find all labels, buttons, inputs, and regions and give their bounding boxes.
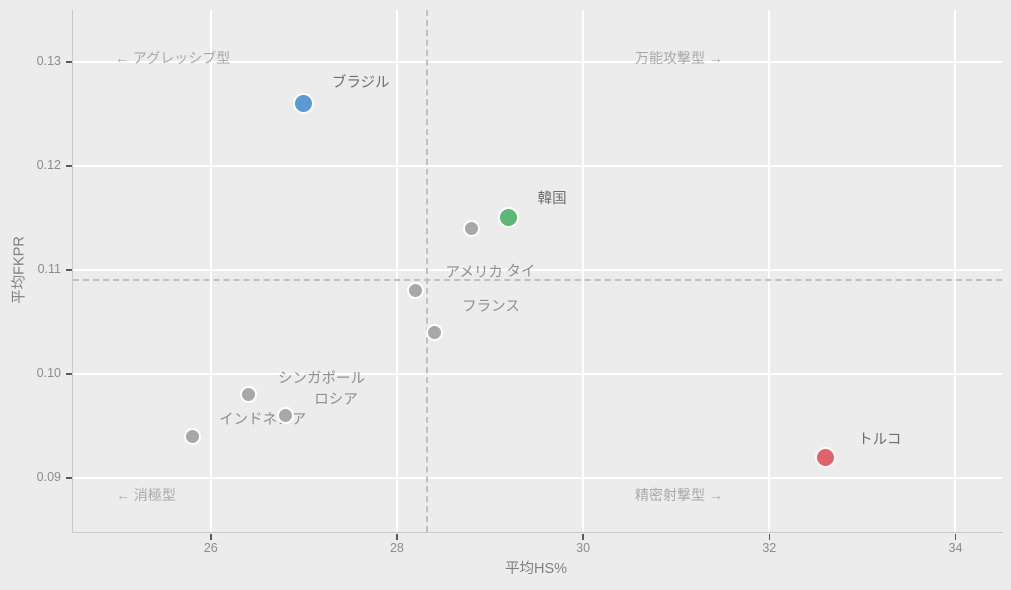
x-gridline [954,10,957,532]
y-tick-label: 0.10 [36,365,61,380]
point-label: トルコ [858,432,902,449]
y-tick-label: 0.13 [36,53,61,68]
y-tick-label: 0.12 [36,157,61,172]
point-label: 韓国 [537,190,567,207]
y-axis-label: 平均FKPR [11,236,28,304]
x-tick-mark [210,533,212,540]
x-tick-label: 32 [762,541,777,555]
quadrant-label: 万能攻撃型 → [635,50,723,66]
point-label: タイ [506,264,536,281]
y-gridline [73,372,1002,375]
point-label: シンガポール [278,370,365,387]
x-axis-spine [71,531,1003,533]
x-gridline [582,10,585,532]
quadrant-label: ← アグレッシブ型 [115,50,231,66]
data-point [239,386,257,404]
mean-x-reference-line [425,10,428,532]
point-label: フランス [462,299,520,316]
data-point [293,93,315,115]
x-gridline [395,10,398,532]
y-tick-mark [65,373,72,375]
x-tick-mark [396,533,398,540]
quadrant-label: 精密射撃型 → [635,487,723,503]
x-tick-label: 30 [576,541,591,555]
x-tick-mark [954,533,957,540]
quadrant-label: ← 消極型 [116,487,176,503]
y-gridline [73,476,1002,479]
data-point [498,207,520,229]
y-gridline [73,164,1002,167]
x-tick-mark [582,533,584,540]
data-point [276,407,294,425]
y-tick-mark [65,61,72,63]
x-gridline [768,10,771,532]
x-tick-label: 34 [948,541,963,555]
y-tick-mark [65,477,72,479]
data-point [407,282,425,300]
data-point [183,427,201,445]
mean-y-reference-line [73,279,1002,282]
y-gridline [73,268,1002,271]
x-gridline [209,10,212,532]
point-label: ブラジル [331,74,390,91]
data-point [425,323,443,341]
point-label: ロシア [314,391,358,408]
y-gridline [73,60,1002,63]
y-tick-label: 0.09 [36,469,61,484]
x-axis-label: 平均HS% [505,561,568,577]
y-axis-spine [71,10,73,532]
x-tick-label: 28 [389,541,404,555]
y-tick-mark [65,269,72,271]
x-tick-label: 26 [203,541,218,555]
data-point [814,446,836,468]
y-tick-mark [65,165,72,167]
point-label: アメリカ [445,264,503,281]
data-point [462,219,480,237]
x-tick-mark [768,533,771,540]
y-tick-label: 0.11 [37,261,61,276]
